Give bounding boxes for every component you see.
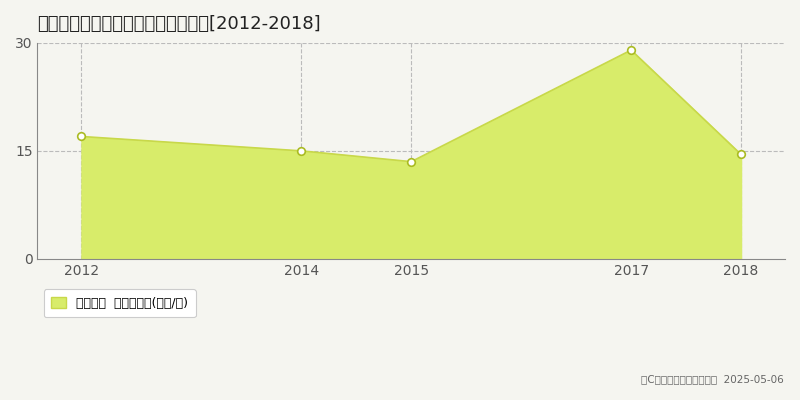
Point — [625, 47, 638, 53]
Legend: 土地価格  平均坪単価(万円/坪): 土地価格 平均坪単価(万円/坪) — [44, 289, 196, 317]
Text: 生駒郡斑鳩町興留東　土地価格推移[2012-2018]: 生駒郡斑鳩町興留東 土地価格推移[2012-2018] — [38, 15, 321, 33]
Point — [75, 133, 88, 140]
Point — [405, 158, 418, 165]
Text: （C）土地価格ドットコム  2025-05-06: （C）土地価格ドットコム 2025-05-06 — [642, 374, 784, 384]
Point — [734, 151, 747, 158]
Point — [295, 148, 308, 154]
